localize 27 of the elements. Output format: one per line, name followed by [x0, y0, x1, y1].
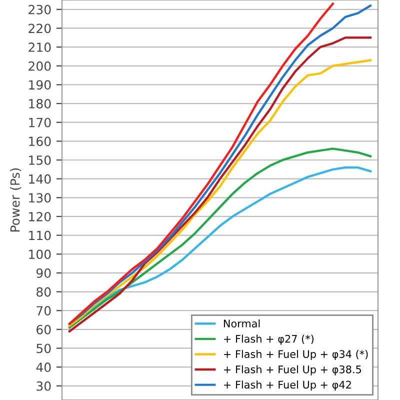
y-tick-label: 70: [36, 306, 51, 316]
y-tick-label: 120: [29, 212, 51, 222]
y-tick-label: 60: [36, 324, 51, 334]
y-tick-label: 220: [28, 24, 51, 34]
y-tick-label: 210: [28, 42, 51, 52]
y-tick-label: 80: [36, 287, 51, 297]
legend-label: + Flash + φ27 (*): [224, 334, 314, 345]
y-axis-title: Power (Ps): [10, 168, 22, 232]
y-tick-label: 190: [29, 80, 51, 90]
y-tick-label: 180: [29, 99, 51, 108]
y-tick-label: 100: [29, 250, 51, 260]
legend-label: + Flash + Fuel Up + φ42: [224, 380, 351, 391]
y-tick-label: 140: [29, 174, 51, 184]
y-tick-label: 40: [36, 362, 51, 372]
y-tick-label: 30: [36, 381, 51, 391]
y-tick-label: 230: [28, 4, 51, 14]
legend-label: + Flash + Fuel Up + φ38.5: [224, 365, 362, 376]
y-tick-label: 150: [29, 155, 51, 165]
y-tick-label: 50: [36, 344, 51, 354]
legend-label: Normal: [224, 319, 260, 328]
y-tick-label: 160: [29, 136, 51, 146]
y-tick-label: 130: [29, 193, 51, 203]
y-tick-label: 90: [36, 268, 51, 278]
legend-label: + Flash + Fuel Up + φ34 (*): [224, 350, 368, 360]
y-tick-label: 200: [28, 61, 51, 71]
y-tick-label: 110: [29, 230, 51, 240]
y-tick-label: 170: [29, 118, 51, 128]
